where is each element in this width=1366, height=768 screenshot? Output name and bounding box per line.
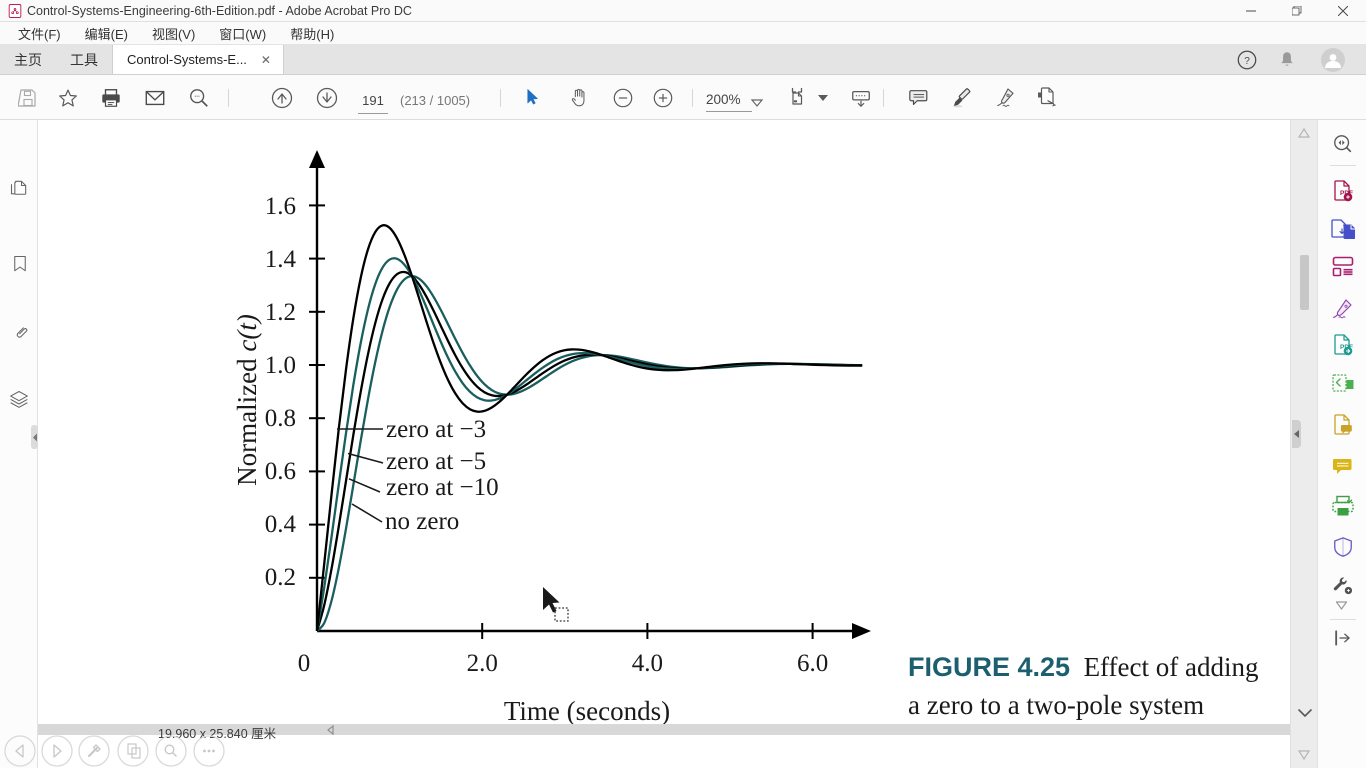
- svg-text:0.8: 0.8: [265, 405, 296, 432]
- svg-text:zero at −5: zero at −5: [386, 448, 486, 475]
- svg-text:1.2: 1.2: [265, 299, 296, 326]
- svg-text:0.2: 0.2: [265, 564, 296, 591]
- svg-text:zero at −10: zero at −10: [386, 474, 499, 501]
- svg-text:zero at −3: zero at −3: [386, 416, 486, 443]
- svg-text:1.4: 1.4: [265, 246, 297, 273]
- svg-text:Time (seconds): Time (seconds): [504, 696, 670, 726]
- svg-text:Normalized c(t): Normalized c(t): [232, 314, 262, 486]
- svg-text:?: ?: [1244, 56, 1250, 67]
- svg-text:no zero: no zero: [385, 508, 459, 535]
- svg-text:0: 0: [298, 650, 311, 677]
- svg-text:4.0: 4.0: [632, 650, 663, 677]
- svg-text:6.0: 6.0: [797, 650, 828, 677]
- svg-text:0.6: 0.6: [265, 458, 296, 485]
- svg-text:2.0: 2.0: [467, 650, 498, 677]
- svg-text:1.0: 1.0: [265, 352, 296, 379]
- svg-text:0.4: 0.4: [265, 511, 297, 538]
- svg-text:1.6: 1.6: [265, 193, 296, 220]
